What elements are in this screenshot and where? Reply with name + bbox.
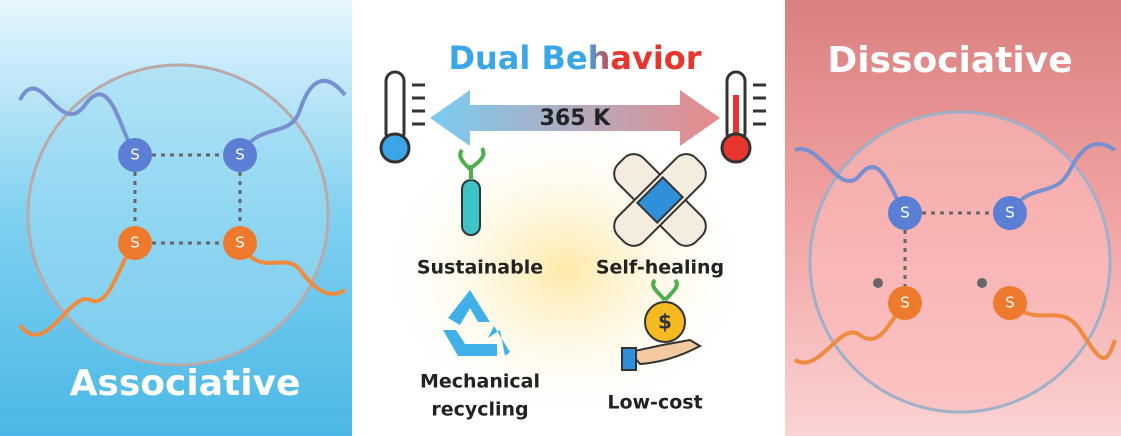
atom-label: S bbox=[130, 234, 140, 252]
feature-label: Mechanical bbox=[420, 371, 540, 393]
hot-thermometer bbox=[720, 70, 766, 164]
right-circle bbox=[808, 110, 1112, 414]
coin-hand-icon: $ bbox=[621, 278, 703, 371]
atom-label: S bbox=[1005, 294, 1015, 312]
chains bbox=[18, 78, 347, 337]
atoms: S S S S bbox=[888, 196, 1027, 320]
left-circle bbox=[26, 63, 330, 367]
radical-dot bbox=[977, 278, 987, 288]
test-tube-icon bbox=[458, 147, 486, 236]
atom-label: S bbox=[235, 146, 245, 164]
feature-label: Self-healing bbox=[596, 257, 724, 279]
feature-label: Low-cost bbox=[607, 392, 702, 414]
bonds bbox=[133, 153, 242, 245]
atom-label: S bbox=[235, 234, 245, 252]
atom-label: S bbox=[900, 204, 910, 222]
atom-label: S bbox=[130, 146, 140, 164]
svg-text:$: $ bbox=[658, 310, 672, 334]
double-arrow bbox=[430, 90, 720, 146]
bonds bbox=[903, 211, 993, 286]
cold-thermometer bbox=[379, 70, 425, 164]
chains bbox=[793, 142, 1117, 365]
temperature: 365 K bbox=[540, 106, 612, 131]
radical-dot bbox=[873, 278, 883, 288]
atom-label: S bbox=[1005, 204, 1015, 222]
atom-label: S bbox=[900, 294, 910, 312]
title: Dual Behavior bbox=[448, 39, 701, 77]
atoms: S S S S bbox=[118, 138, 257, 260]
recycle-icon bbox=[443, 290, 510, 356]
feature-label: recycling bbox=[431, 399, 528, 421]
panel-label: Dissociative bbox=[827, 40, 1072, 81]
feature-label: Sustainable bbox=[417, 257, 543, 279]
panel-label: Associative bbox=[70, 363, 301, 404]
bandage-icon bbox=[613, 153, 707, 247]
